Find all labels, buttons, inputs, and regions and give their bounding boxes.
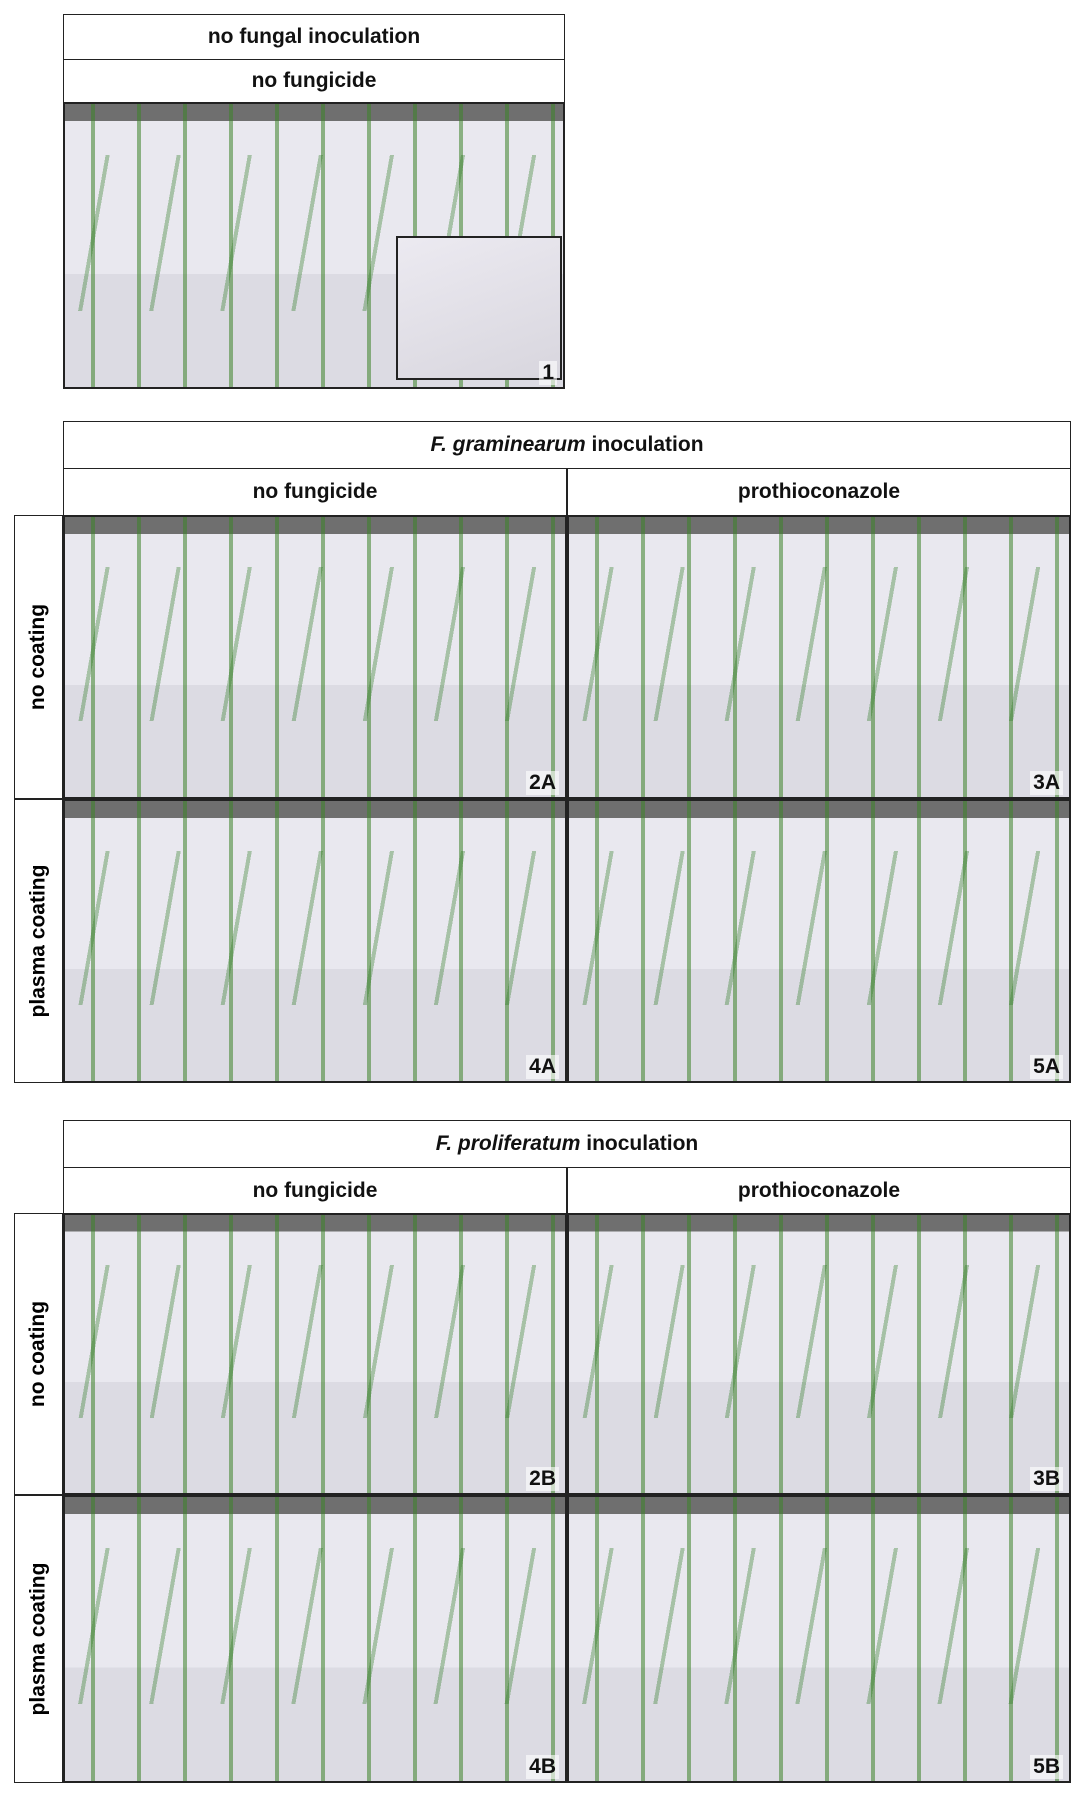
row-label: plasma coating bbox=[14, 1495, 63, 1783]
text: no fungicide bbox=[252, 480, 378, 503]
text: no fungicide bbox=[251, 69, 377, 92]
photo: 5B bbox=[567, 1495, 1071, 1783]
text: 5B bbox=[1033, 1755, 1060, 1778]
text: inoculation bbox=[591, 433, 704, 456]
text: no fungal inoculation bbox=[207, 25, 421, 48]
inset-photo bbox=[396, 236, 562, 380]
photo: 4A bbox=[63, 799, 567, 1083]
column-header: no fungicide bbox=[63, 58, 565, 104]
photo: 4B bbox=[63, 1495, 567, 1783]
text: no coating bbox=[26, 603, 50, 711]
panel-label: 3B bbox=[1030, 1467, 1063, 1491]
photo: 3A bbox=[567, 515, 1071, 799]
panel-label: 4B bbox=[526, 1755, 559, 1779]
text: 4B bbox=[529, 1755, 556, 1778]
photo: 5A bbox=[567, 799, 1071, 1083]
text: F. graminearum bbox=[430, 433, 586, 456]
row-label: no coating bbox=[14, 1213, 63, 1495]
panel-label: 1 bbox=[539, 361, 557, 385]
text: 2B bbox=[529, 1467, 556, 1490]
text: 2A bbox=[529, 771, 556, 794]
text: no fungicide bbox=[252, 1178, 378, 1202]
panel-label: 3A bbox=[1030, 771, 1063, 795]
column-header: prothioconazole bbox=[567, 1166, 1071, 1215]
text: prothioconazole bbox=[737, 480, 901, 503]
text: F. proliferatum bbox=[435, 1132, 581, 1155]
text: 3A bbox=[1033, 771, 1060, 794]
text: plasma coating bbox=[26, 864, 50, 1018]
panel-label: 5A bbox=[1030, 1055, 1063, 1079]
row-label: no coating bbox=[14, 515, 63, 799]
photo: 1 bbox=[63, 102, 565, 389]
section-header: F. graminearum inoculation bbox=[63, 421, 1071, 469]
photo: 2B bbox=[63, 1213, 567, 1495]
panel-label: 5B bbox=[1030, 1755, 1063, 1779]
column-header: no fungicide bbox=[63, 467, 567, 517]
column-header: prothioconazole bbox=[567, 467, 1071, 517]
section-header: no fungal inoculation bbox=[63, 14, 565, 60]
photo: 3B bbox=[567, 1213, 1071, 1495]
text: 4A bbox=[529, 1055, 556, 1078]
panel-label: 2A bbox=[526, 771, 559, 795]
text: no coating bbox=[26, 1300, 50, 1408]
text: plasma coating bbox=[26, 1562, 50, 1716]
text: 3B bbox=[1033, 1467, 1060, 1490]
row-label: plasma coating bbox=[14, 799, 63, 1083]
panel-label: 2B bbox=[526, 1467, 559, 1491]
panel-label: 4A bbox=[526, 1055, 559, 1079]
photo: 2A bbox=[63, 515, 567, 799]
text: 1 bbox=[542, 361, 554, 384]
text: inoculation bbox=[586, 1132, 699, 1155]
column-header: no fungicide bbox=[63, 1166, 567, 1215]
section-header: F. proliferatum inoculation bbox=[63, 1120, 1071, 1168]
text: prothioconazole bbox=[737, 1178, 901, 1202]
text: 5A bbox=[1033, 1055, 1060, 1078]
